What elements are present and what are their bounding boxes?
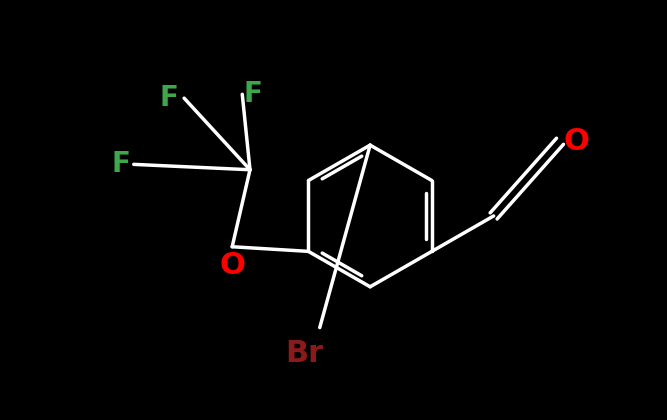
Text: O: O xyxy=(219,251,245,280)
Text: F: F xyxy=(244,80,263,108)
Text: O: O xyxy=(563,127,589,156)
Text: Br: Br xyxy=(285,339,323,368)
Text: F: F xyxy=(159,84,178,112)
Text: F: F xyxy=(111,150,130,178)
